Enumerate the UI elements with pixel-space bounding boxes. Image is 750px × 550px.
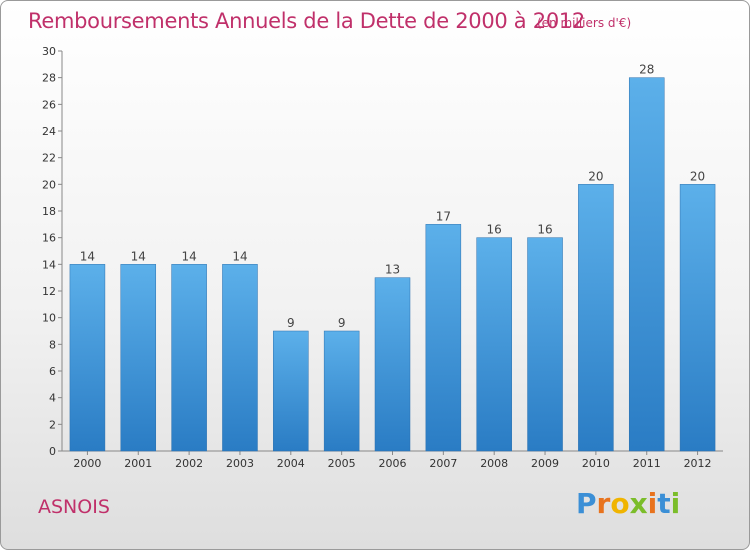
y-tick-label: 24: [42, 125, 56, 138]
y-tick-label: 0: [49, 445, 56, 458]
x-tick-label: 2004: [277, 457, 305, 470]
logo-letter: r: [596, 487, 611, 520]
x-tick-label: 2002: [175, 457, 203, 470]
data-label: 14: [131, 249, 146, 263]
y-tick-label: 28: [42, 72, 56, 85]
data-label: 14: [181, 249, 196, 263]
y-tick-label: 22: [42, 152, 56, 165]
bar: [222, 264, 258, 452]
bar: [476, 237, 512, 452]
bar: [273, 330, 309, 452]
y-tick-label: 16: [42, 232, 56, 245]
x-tick-label: 2005: [328, 457, 356, 470]
x-tick-label: 2006: [379, 457, 407, 470]
y-tick-label: 6: [49, 365, 56, 378]
y-tick-label: 12: [42, 285, 56, 298]
y-tick-label: 30: [42, 45, 56, 58]
y-tick-label: 18: [42, 205, 56, 218]
logo-letter: i: [647, 487, 658, 520]
x-tick-label: 2003: [226, 457, 254, 470]
x-tick-label: 2010: [582, 457, 610, 470]
logo-letter: i: [670, 487, 681, 520]
bar: [120, 264, 157, 452]
y-tick-label: 10: [42, 312, 56, 325]
y-tick-label: 4: [49, 392, 56, 405]
logo-letter: t: [657, 487, 671, 520]
y-tick-label: 26: [42, 98, 56, 111]
data-label: 20: [588, 169, 603, 183]
data-label: 13: [385, 263, 400, 277]
data-label: 14: [80, 249, 95, 263]
commune-name: ASNOIS: [38, 496, 110, 518]
data-label: 9: [338, 316, 346, 330]
y-tick-label: 8: [49, 338, 56, 351]
data-label: 17: [436, 209, 451, 223]
logo-letter: P: [576, 487, 597, 520]
y-tick-label: 20: [42, 178, 56, 191]
chart-title: Remboursements Annuels de la Dette de 20…: [28, 9, 585, 33]
x-tick-label: 2007: [429, 457, 457, 470]
logo-letter: o: [610, 487, 630, 520]
bar: [425, 224, 462, 452]
bar: [374, 277, 411, 452]
bar: [628, 77, 665, 452]
bar: [578, 184, 614, 452]
x-tick-label: 2012: [684, 457, 712, 470]
x-tick-label: 2001: [124, 457, 152, 470]
bar: [171, 264, 207, 452]
logo-letter: x: [629, 487, 648, 520]
bar: [527, 237, 563, 452]
data-label: 16: [487, 223, 502, 237]
data-label: 16: [537, 223, 552, 237]
chart-subtitle: (en milliers d'€): [537, 16, 632, 30]
bar: [323, 330, 360, 452]
x-tick-label: 2011: [633, 457, 661, 470]
x-tick-label: 2009: [531, 457, 559, 470]
data-label: 20: [690, 169, 705, 183]
proxiti-logo: Proxiti: [576, 487, 680, 520]
y-tick-label: 2: [49, 418, 56, 431]
y-tick-label: 14: [42, 258, 56, 271]
chart-data-labels: 14 14 14 14 9 9 13 17 16 16 20 28 20: [80, 63, 705, 330]
chart-bars: [69, 77, 716, 452]
bar: [69, 264, 106, 452]
data-label: 28: [639, 63, 654, 77]
x-tick-label: 2008: [480, 457, 508, 470]
x-tick-label: 2000: [73, 457, 101, 470]
bar: [679, 184, 716, 452]
data-label: 14: [232, 249, 247, 263]
data-label: 9: [287, 316, 295, 330]
